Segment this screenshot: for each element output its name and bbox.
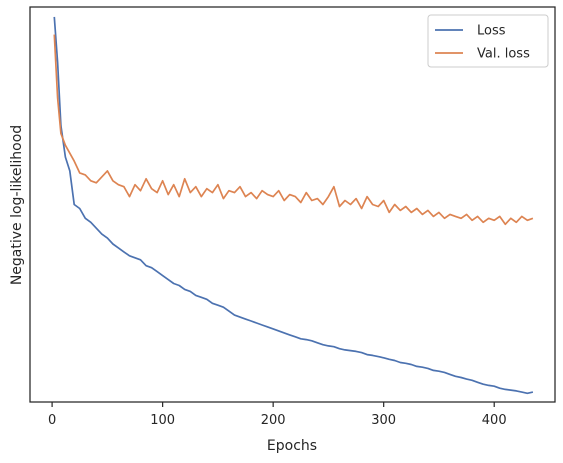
x-tick-label: 400 <box>482 413 507 428</box>
x-tick-label: 0 <box>48 413 56 428</box>
legend: Loss Val. loss <box>427 14 549 68</box>
legend-label-loss: Loss <box>477 24 506 39</box>
x-tick-label: 200 <box>261 413 286 428</box>
series-line-val-loss <box>53 34 534 226</box>
x-axis-label: Epochs <box>267 438 317 454</box>
plot-frame <box>29 6 556 403</box>
x-tick-label: 100 <box>150 413 175 428</box>
legend-frame <box>427 14 549 68</box>
x-tick-label: 300 <box>371 413 396 428</box>
x-ticks: 0 100 200 300 400 <box>48 402 507 428</box>
y-axis-label: Negative log-likelihood <box>9 125 25 285</box>
legend-label-val-loss: Val. loss <box>477 47 530 62</box>
series-line-loss <box>53 16 534 395</box>
series-layer <box>53 16 534 395</box>
